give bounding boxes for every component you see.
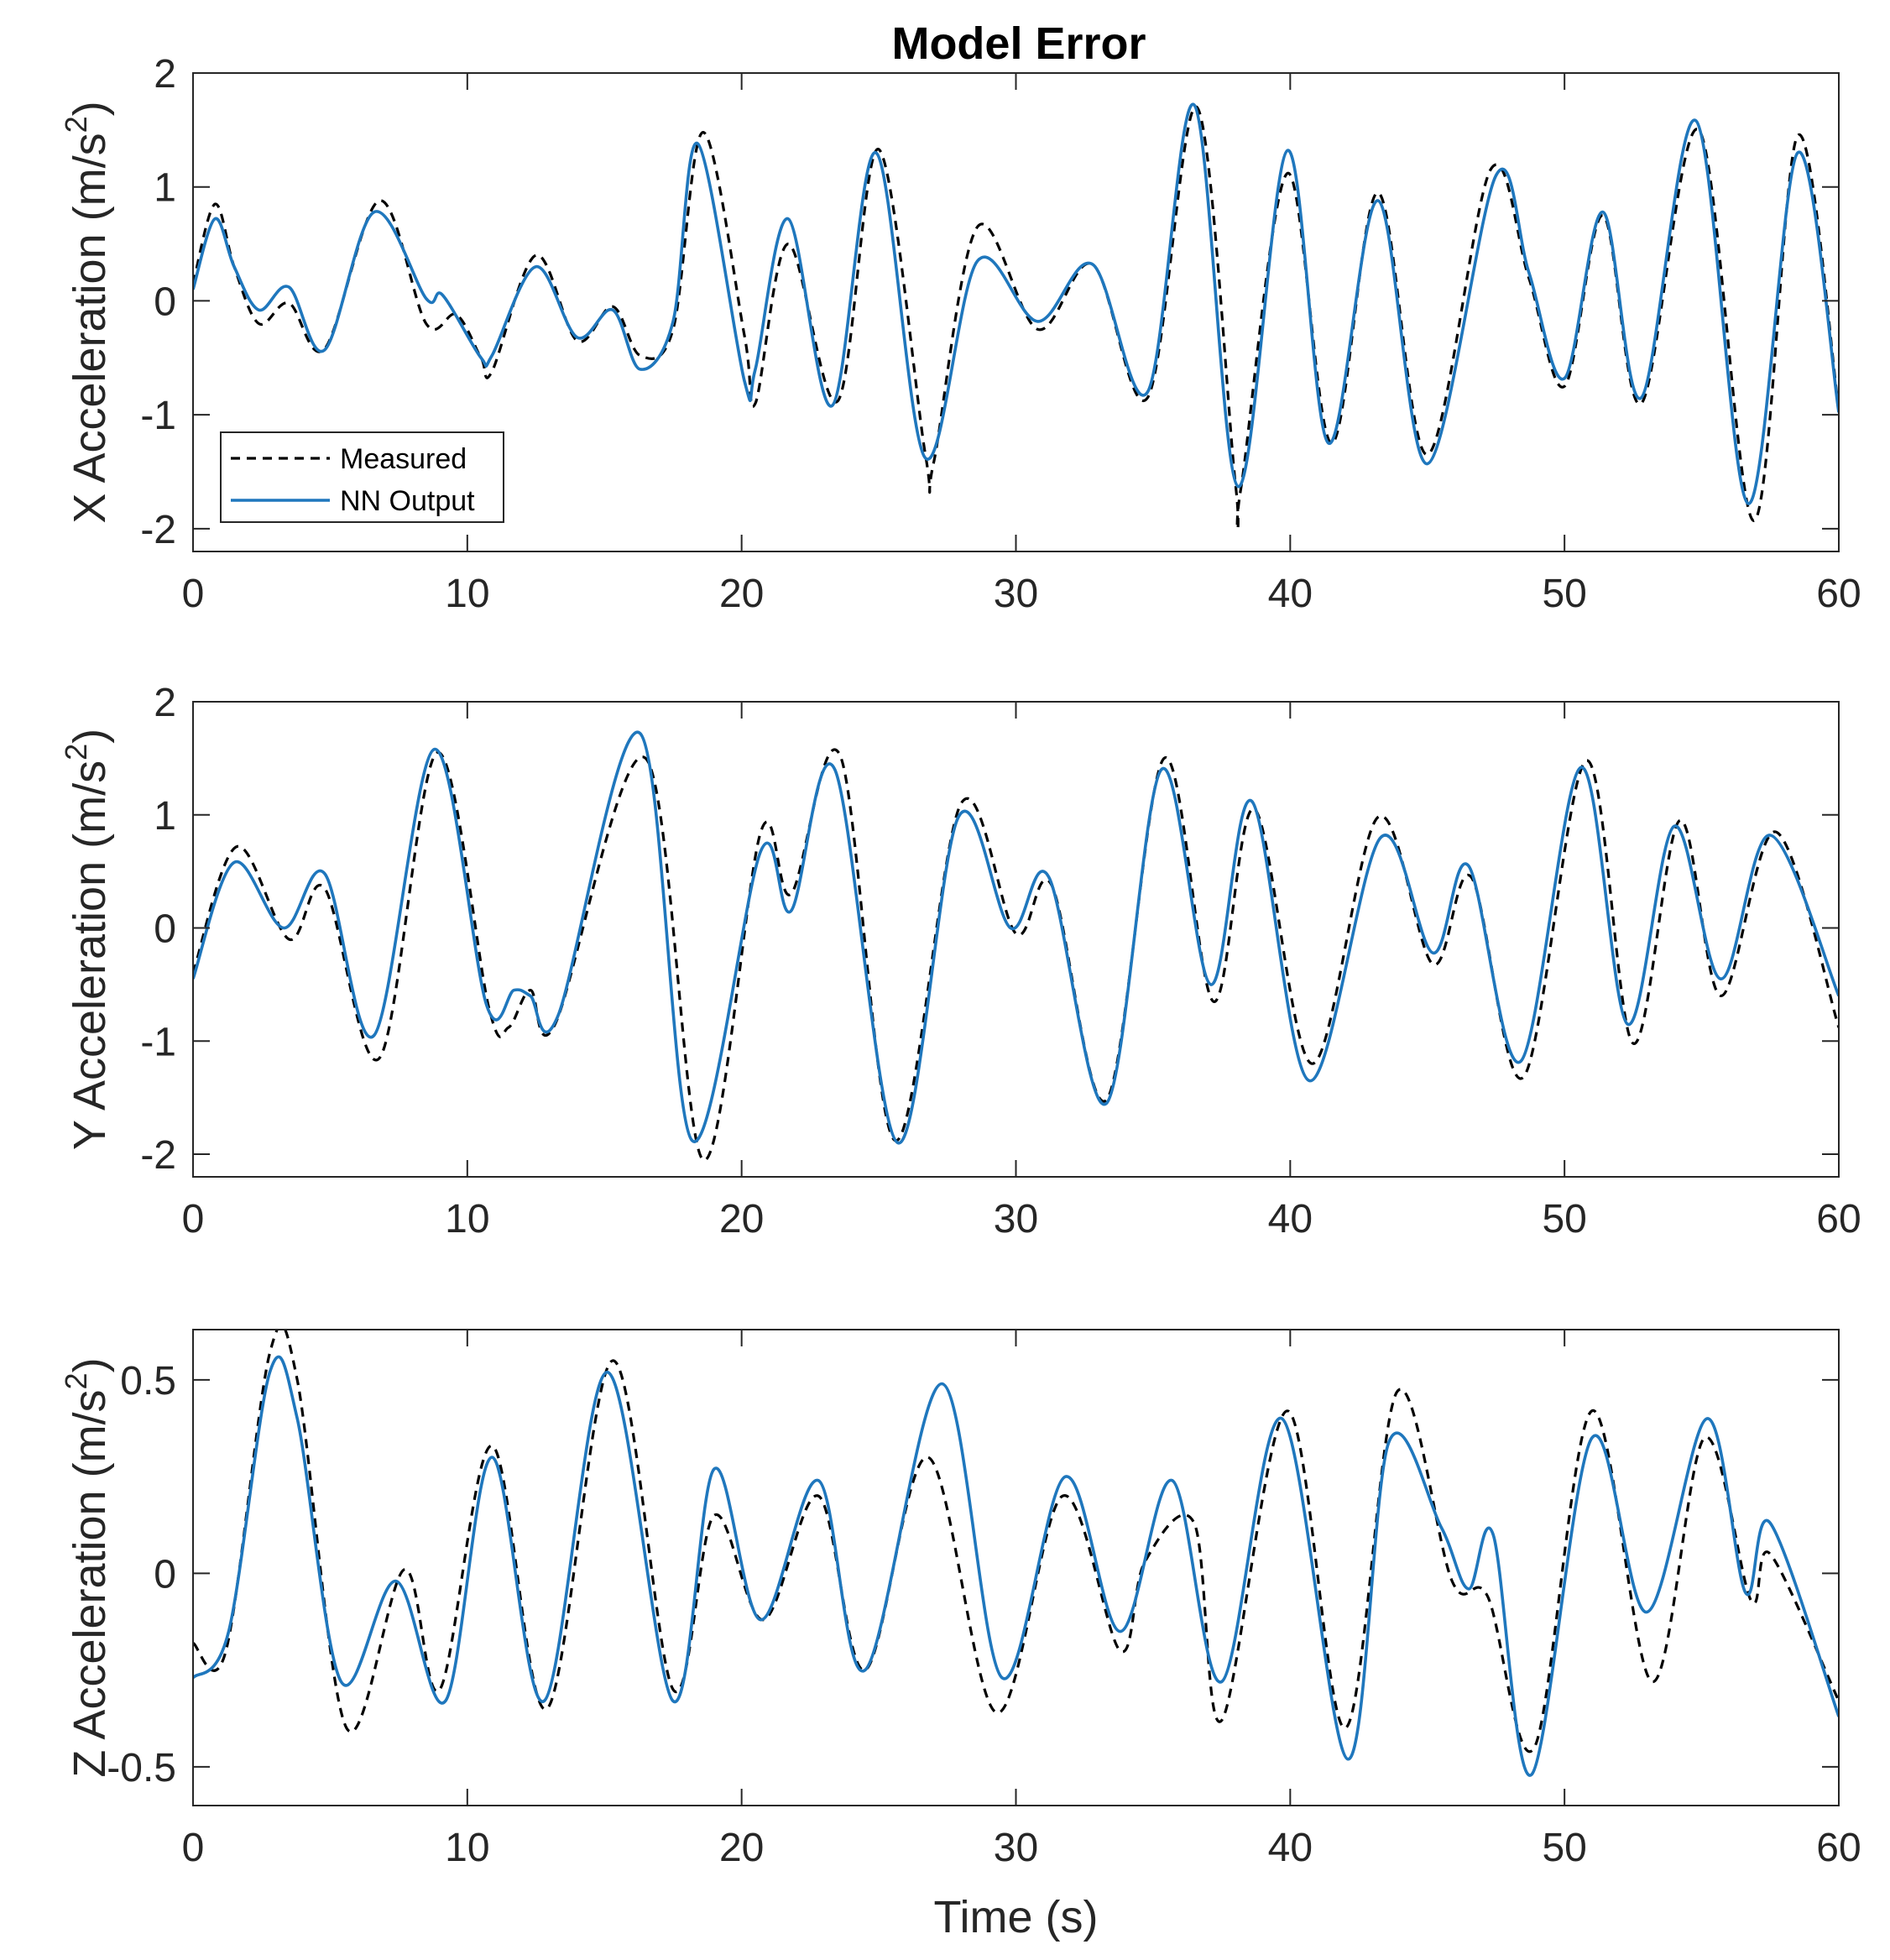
x-axis-label: Time (s) — [934, 1892, 1099, 1942]
x-tick-label: 20 — [719, 1197, 764, 1241]
x-tick-label: 30 — [994, 572, 1038, 616]
panel-1: 0 10 20 30 40 50 60 -2 -1 0 1 2 X Acceleration (m/s2… — [59, 52, 1861, 616]
x-tick-label: 40 — [1268, 572, 1313, 616]
y-tick-label: -1 — [140, 1020, 176, 1064]
y-tick-label: 0 — [154, 1552, 176, 1597]
x-tick-label: 0 — [182, 1197, 205, 1241]
x-tick-label: 40 — [1268, 1197, 1313, 1241]
axes-box — [192, 1329, 1840, 1806]
y-tick-label: 0 — [154, 907, 176, 952]
legend-measured-label: Measured — [340, 443, 467, 475]
measured-series-line-panel-3 — [193, 1330, 1839, 1753]
x-tick-label: 50 — [1542, 1826, 1586, 1870]
y-tick-label: -2 — [140, 508, 176, 552]
y-axis-label: Y Acceleration (m/s2) — [59, 729, 115, 1150]
measured-series-line-panel-2 — [193, 748, 1839, 1162]
nn-output-series-line-panel-3 — [193, 1355, 1839, 1777]
x-tick-label: 60 — [1816, 1197, 1861, 1241]
legend: Measured NN Output — [220, 431, 504, 523]
x-tick-label: 10 — [445, 1826, 489, 1870]
x-tick-label: 20 — [719, 1826, 764, 1870]
legend-box — [220, 431, 504, 523]
x-tick-label: 0 — [182, 1826, 205, 1870]
x-tick-label: 10 — [445, 572, 489, 616]
nn-output-series-line-panel-2 — [193, 730, 1839, 1145]
y-axis-label: Z Acceleration (m/s2) — [59, 1357, 115, 1777]
nn-output-series-line-panel-1 — [193, 102, 1839, 505]
y-tick-label: 1 — [154, 794, 176, 839]
x-tick-label: 50 — [1542, 572, 1586, 616]
x-tick-label: 50 — [1542, 1197, 1586, 1241]
y-tick-label: -1 — [140, 394, 176, 438]
x-tick-label: 20 — [719, 572, 764, 616]
y-tick-label: -2 — [140, 1133, 176, 1178]
x-tick-label: 10 — [445, 1197, 489, 1241]
axes-box — [192, 701, 1840, 1178]
y-tick-label: 2 — [154, 681, 176, 725]
x-tick-label: 40 — [1268, 1826, 1313, 1870]
x-tick-label: 0 — [182, 572, 205, 616]
y-axis-label: X Acceleration (m/s2) — [59, 101, 115, 523]
y-tick-label: 2 — [154, 52, 176, 97]
y-tick-label: -0.5 — [107, 1746, 176, 1790]
panel-3: 0 10 20 30 40 50 60-0.500.5Z Acceleration (m/s… — [59, 1329, 1861, 1942]
y-tick-label: 0.5 — [120, 1359, 176, 1403]
x-tick-label: 60 — [1816, 572, 1861, 616]
x-tick-label: 60 — [1816, 1826, 1861, 1870]
y-tick-label: 0 — [154, 280, 176, 324]
legend-nn-output-label: NN Output — [340, 485, 475, 517]
panel-2: 0 10 20 30 40 50 60 -2 -1 0 1 2 Y Acceleration (m/s2… — [59, 681, 1861, 1241]
y-tick-label: 1 — [154, 166, 176, 211]
chart-title: Model Error — [891, 18, 1146, 69]
x-tick-label: 30 — [994, 1826, 1038, 1870]
x-tick-label: 30 — [994, 1197, 1038, 1241]
